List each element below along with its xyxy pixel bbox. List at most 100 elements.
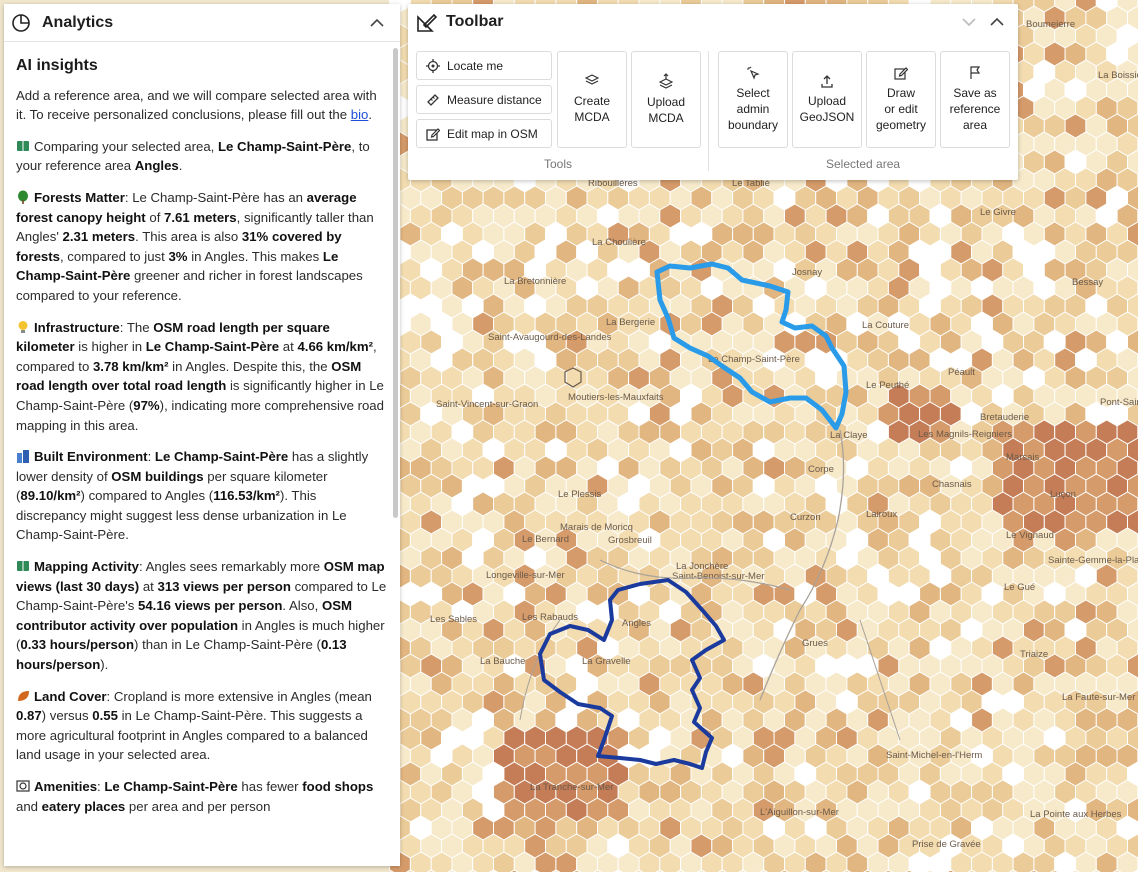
draw-edit-icon: [894, 67, 908, 80]
toolbar-expand-button[interactable]: [958, 11, 980, 33]
toolbar-collapse-button[interactable]: [986, 11, 1008, 33]
forests-t1: : Le Champ-Saint-Père has an: [124, 189, 307, 205]
select-admin-boundary-button[interactable]: Select admin boundary: [718, 51, 788, 148]
infra-b6: OSM road length over total road length: [16, 358, 362, 394]
map-place-label: Marsais: [1006, 452, 1040, 463]
analytics-scrollbar[interactable]: [393, 48, 398, 518]
chevron-up-icon: [990, 17, 1004, 26]
map-place-label: Prise de Gravée: [912, 839, 981, 850]
map-place-label: Le Gué: [1004, 582, 1035, 593]
upload-icon: [821, 75, 833, 88]
save-ref-line2: reference: [949, 102, 1001, 116]
tree-icon: [18, 190, 28, 204]
built-b3: OSM buildings: [111, 468, 204, 484]
forests-b5: 31% covered by forests: [16, 229, 342, 264]
book-icon: [17, 140, 29, 151]
toolbar-panel: Toolbar Locate me Measure distance Edit …: [408, 4, 1018, 180]
toolbar-header: Toolbar: [408, 4, 1018, 40]
forests-t7: greener and richer in forest landscapes …: [16, 268, 363, 303]
built-environment-paragraph: Built Environment: Le Champ-Saint-Père h…: [16, 447, 388, 545]
infra-t1: : The: [119, 319, 154, 335]
locate-me-button[interactable]: Locate me: [416, 51, 552, 80]
mapping-b7: 0.13 hours/person: [16, 637, 347, 673]
ruler-pencil-icon: [416, 11, 438, 33]
land-b1: Land Cover: [34, 688, 107, 704]
map-place-label: Les Sables: [430, 614, 477, 625]
upload-geojson-button[interactable]: Upload GeoJSON: [792, 51, 862, 148]
mapping-t6: ) than in Le Champ-Saint-Père (: [134, 637, 321, 653]
upload-geojson-line2: GeoJSON: [799, 110, 855, 124]
map-place-label: Bretauderie: [980, 412, 1029, 423]
forests-t4: . This area is also: [135, 229, 242, 245]
selected-area-boundary[interactable]: [654, 261, 849, 431]
upload-geojson-line1: Upload: [807, 94, 847, 108]
intro-end: .: [368, 107, 373, 123]
map-place-label: Grues: [802, 638, 828, 649]
map-place-label: Luçon: [1050, 489, 1076, 500]
collapse-analytics-button[interactable]: [366, 12, 388, 34]
map-place-label: Moutiers-les-Mauxfaits: [568, 392, 664, 403]
measure-distance-button[interactable]: Measure distance: [416, 85, 552, 114]
built-t5: ). This discrepancy might suggest less d…: [16, 488, 347, 543]
mapping-b5: OSM contributor activity over population: [16, 598, 353, 633]
forests-b3: 7.61 meters: [164, 209, 237, 225]
infra-t4: , compared to: [16, 339, 377, 374]
infra-t5: in Angles. Despite this, the: [168, 358, 332, 374]
toolbar-separator: [708, 51, 709, 171]
save-reference-area-button[interactable]: Save as reference area: [940, 51, 1010, 148]
layers-upload-icon: [659, 73, 673, 89]
reference-area-boundary[interactable]: [538, 578, 726, 770]
leaf-icon: [18, 690, 29, 701]
map-place-label: Pont-Saint-Hilaire: [1100, 397, 1138, 408]
map-place-label: La Tranche-sur-Mer: [530, 782, 613, 793]
forests-t6: in Angles. This makes: [187, 248, 323, 264]
built-b4: 89.10/km²: [20, 488, 81, 504]
map-place-label: Chasnais: [932, 479, 972, 490]
forests-b6: 3%: [168, 248, 188, 264]
map-place-label: La Bauche: [480, 656, 525, 667]
map-place-label: La Pointe aux Herbes: [1030, 809, 1122, 820]
forests-b1: Forests Matter: [34, 189, 125, 205]
chevron-up-icon: [370, 18, 384, 27]
map-place-label: Saint-Michel-en-l'Herm: [886, 750, 982, 761]
cursor-select-icon: [747, 66, 760, 80]
mapping-b3: 313 views per person: [157, 578, 291, 594]
light-bulb-icon: [18, 320, 28, 333]
intro-text: Add a reference area, and we will compar…: [16, 87, 377, 123]
map-place-label: Boumeierre: [1026, 19, 1075, 30]
map-place-label: La Jonchère: [676, 561, 728, 572]
mapping-t1: : Angles sees remarkably more: [139, 559, 324, 575]
land-t3: in Le Champ-Saint-Père. This suggests a …: [16, 708, 368, 763]
analytics-body: AI insights Add a reference area, and we…: [4, 42, 400, 816]
map-place-label: La Choulière: [592, 237, 646, 248]
create-mcda-button[interactable]: Create MCDA: [557, 51, 627, 148]
toolbar-title: Toolbar: [446, 13, 504, 30]
create-mcda-line1: Create: [573, 94, 611, 108]
map-place-label: Le Plessis: [558, 489, 602, 500]
map-place-label: Le Champ-Saint-Père: [708, 354, 800, 365]
draw-line3: geometry: [875, 118, 927, 132]
built-b1: Built Environment: [34, 449, 148, 465]
flag-icon: [970, 66, 981, 79]
amenities-t3: and: [16, 798, 42, 814]
bio-link[interactable]: bio: [350, 107, 369, 123]
amenities-t4: per area and per person: [125, 798, 271, 814]
land-cover-paragraph: Land Cover: Cropland is more extensive i…: [16, 687, 388, 765]
mapping-t5: in Angles is much higher (: [16, 617, 385, 653]
built-t2: has a slightly lower density of: [16, 449, 369, 484]
map-place-label: La Gravelle: [582, 656, 631, 667]
map-place-label: Marais de Moricq: [560, 522, 633, 533]
map-place-label: La Bergerie: [606, 317, 655, 328]
edit-map-osm-button[interactable]: Edit map in OSM: [416, 119, 552, 148]
highlighted-hex[interactable]: [564, 367, 582, 388]
selected-area-group-label: Selected area: [826, 157, 901, 171]
ruler-icon: [427, 93, 439, 106]
map-place-label: Le Tablié: [732, 178, 770, 189]
map-place-label: La Faute-sur-Mer: [1062, 692, 1135, 703]
upload-mcda-button[interactable]: Upload MCDA: [631, 51, 701, 148]
map-place-label: Angles: [622, 618, 651, 629]
draw-edit-geometry-button[interactable]: Draw or edit geometry: [866, 51, 936, 148]
map-place-label: La Bretonnière: [504, 276, 566, 287]
compare-t3: .: [178, 158, 183, 174]
mapping-t2: at: [139, 578, 158, 594]
